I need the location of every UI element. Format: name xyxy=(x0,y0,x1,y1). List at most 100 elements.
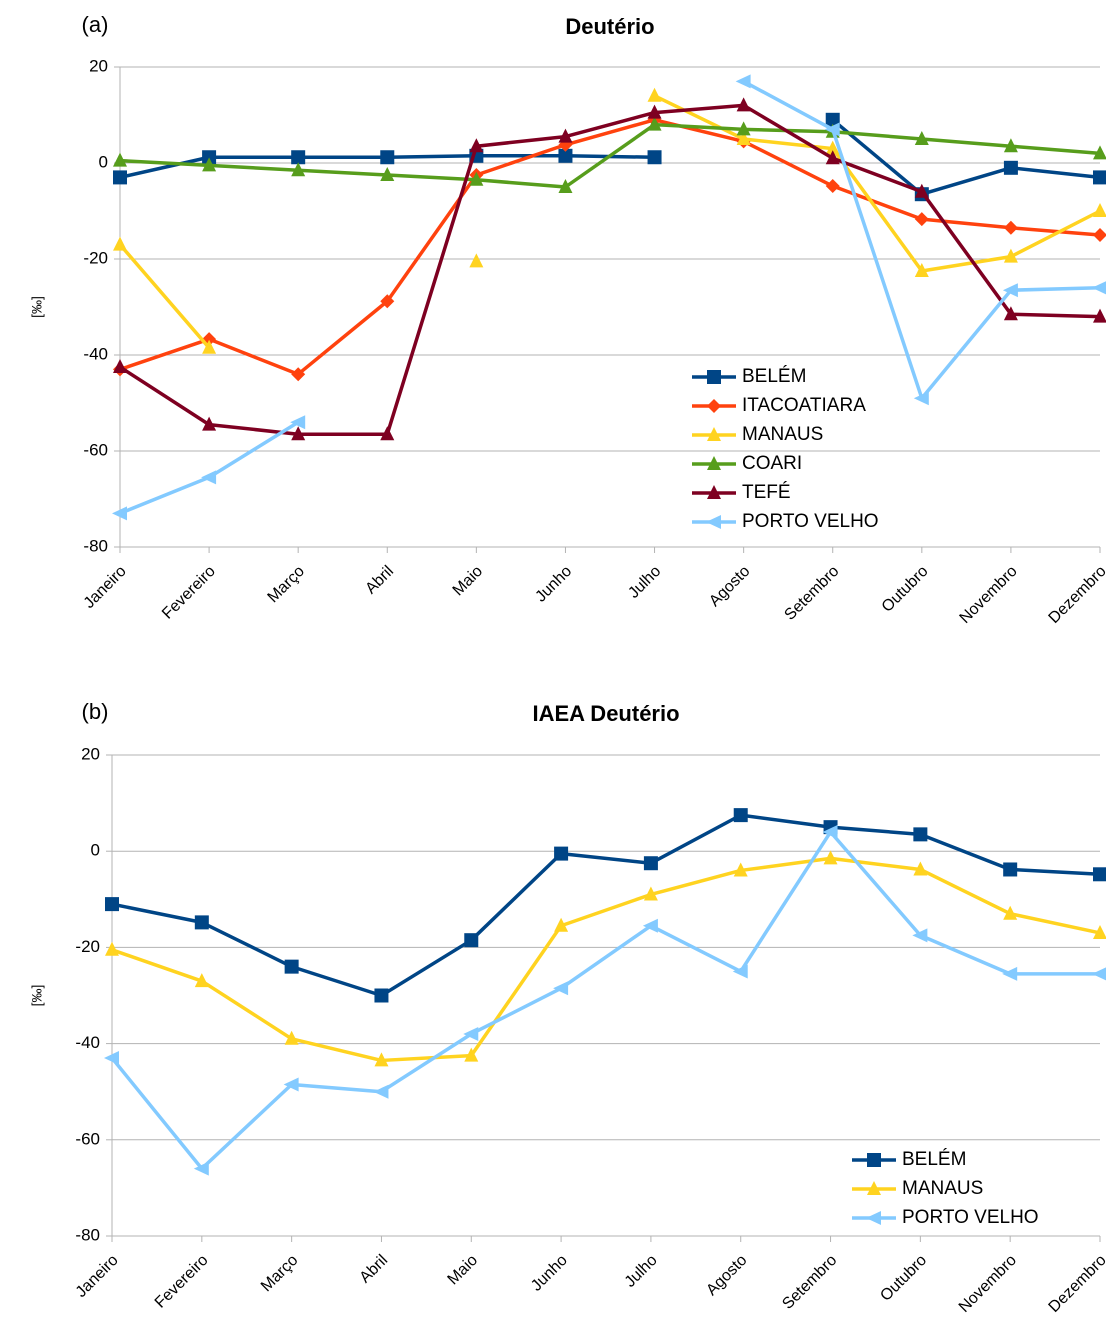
data-point xyxy=(105,897,119,912)
legend-marker xyxy=(867,1153,881,1167)
data-point xyxy=(1092,967,1106,981)
legend-marker xyxy=(867,1181,881,1195)
data-point xyxy=(469,138,484,153)
y-tick-label: -80 xyxy=(83,536,108,555)
y-tick-label: -60 xyxy=(75,1129,100,1148)
legend-label: PORTO VELHO xyxy=(902,1207,1039,1228)
data-point xyxy=(105,941,119,956)
y-tick-label: -40 xyxy=(83,344,108,363)
data-point xyxy=(1003,138,1018,153)
legend-marker xyxy=(866,1211,881,1225)
data-point xyxy=(913,827,928,842)
x-tick-label: Janeiro xyxy=(81,563,130,612)
data-point xyxy=(291,367,306,382)
data-point xyxy=(1002,966,1018,981)
data-point xyxy=(554,917,569,932)
data-point xyxy=(1002,283,1018,298)
data-point xyxy=(380,294,395,309)
series-line xyxy=(119,118,1101,376)
legend-label: MANAUS xyxy=(742,424,823,445)
data-point xyxy=(914,263,929,277)
data-point xyxy=(202,157,217,172)
data-point xyxy=(201,470,217,485)
data-point xyxy=(1003,862,1018,877)
data-point xyxy=(463,1026,479,1041)
x-tick-label: Março xyxy=(265,563,309,607)
panel-label: (b) xyxy=(82,699,109,724)
data-point xyxy=(1093,924,1106,939)
series-line xyxy=(110,830,1100,1171)
x-tick-label: Dezembro xyxy=(1046,563,1106,627)
data-point xyxy=(647,87,662,102)
data-point xyxy=(374,1052,389,1067)
data-point xyxy=(825,140,840,155)
series-line xyxy=(111,856,1101,1063)
data-point xyxy=(736,97,751,112)
data-point xyxy=(113,170,127,185)
data-point xyxy=(284,1030,299,1045)
data-point xyxy=(1093,145,1106,160)
data-point xyxy=(1093,867,1106,882)
data-point xyxy=(291,150,306,165)
data-point xyxy=(283,1077,299,1092)
data-point xyxy=(553,981,569,996)
data-point xyxy=(1003,306,1018,321)
y-tick-label: -20 xyxy=(83,248,108,267)
legend-label: PORTO VELHO xyxy=(742,511,879,532)
y-tick-label: 0 xyxy=(99,152,108,171)
data-point xyxy=(1003,248,1018,263)
data-point xyxy=(643,886,658,901)
data-point xyxy=(647,116,662,131)
data-point xyxy=(290,415,306,430)
series-line xyxy=(118,94,1101,349)
x-tick-label: Setembro xyxy=(781,563,842,624)
data-point xyxy=(202,150,217,165)
data-point xyxy=(825,150,840,165)
x-tick-label: Junho xyxy=(532,563,575,606)
data-point xyxy=(732,964,748,979)
data-point xyxy=(558,179,573,193)
data-point xyxy=(1003,220,1018,235)
legend-marker xyxy=(707,399,721,413)
x-tick-label: Julho xyxy=(622,1252,661,1291)
data-point xyxy=(913,391,929,406)
data-point xyxy=(464,933,479,948)
data-point xyxy=(914,131,929,145)
x-tick-label: Agosto xyxy=(706,563,753,610)
data-point xyxy=(643,856,658,871)
x-tick-label: Abril xyxy=(362,563,397,598)
data-point xyxy=(647,150,662,165)
y-tick-label: 20 xyxy=(81,744,100,763)
legend-label: ITACOATIARA xyxy=(742,395,866,416)
x-tick-label: Maio xyxy=(450,563,487,600)
y-tick-label: 20 xyxy=(89,56,108,75)
data-point xyxy=(291,426,306,441)
data-point xyxy=(733,862,748,877)
x-tick-label: Julho xyxy=(625,563,664,602)
data-point xyxy=(914,183,929,198)
legend-label: MANAUS xyxy=(902,1178,983,1199)
data-point xyxy=(104,1051,119,1066)
y-tick-label: -40 xyxy=(75,1033,100,1052)
legend-label: BELÉM xyxy=(902,1149,966,1170)
data-point xyxy=(735,74,751,89)
data-point xyxy=(113,152,127,167)
data-point xyxy=(914,212,929,227)
data-point xyxy=(469,253,484,268)
x-tick-label: Outubro xyxy=(877,1252,930,1305)
x-tick-label: Novembro xyxy=(957,563,1021,627)
legend-marker xyxy=(707,427,721,441)
data-point xyxy=(464,1047,479,1062)
data-point xyxy=(823,850,838,865)
data-point xyxy=(913,861,928,876)
data-point xyxy=(1093,308,1106,323)
y-tick-label: -20 xyxy=(75,937,100,956)
legend-marker xyxy=(707,485,721,499)
data-point xyxy=(380,150,395,165)
data-point xyxy=(374,988,389,1003)
data-point xyxy=(647,104,662,119)
x-tick-label: Dezembro xyxy=(1046,1252,1106,1316)
data-point xyxy=(824,122,840,137)
